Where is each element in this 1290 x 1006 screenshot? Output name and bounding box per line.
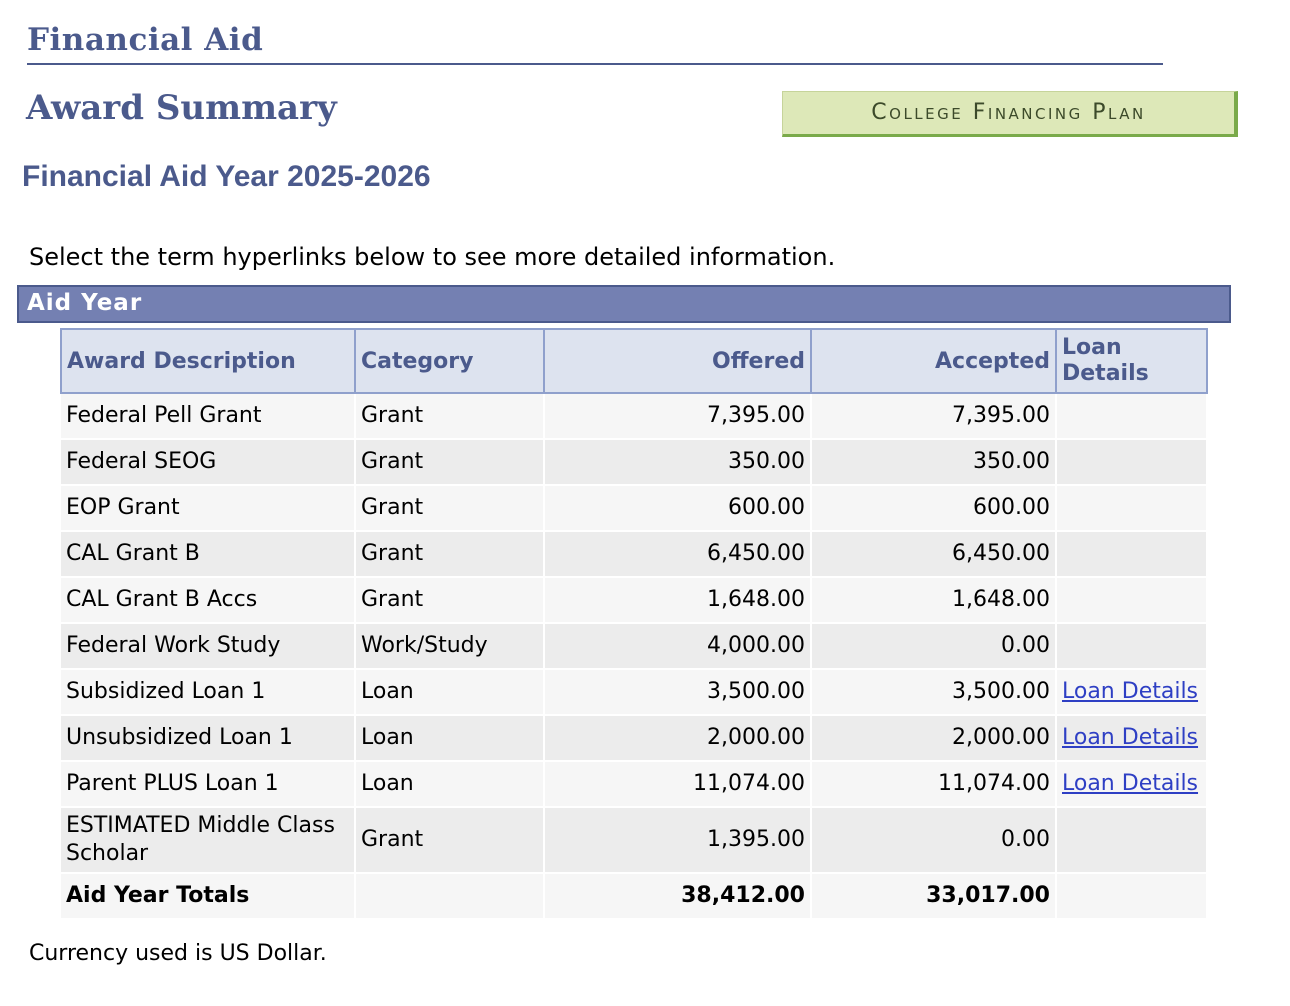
table-row: EOP Grant Grant 600.00 600.00 bbox=[61, 485, 1208, 532]
award-offered: 11,074.00 bbox=[544, 761, 812, 808]
award-category: Grant bbox=[355, 485, 545, 532]
loan-details-link-subsidized[interactable]: Loan Details bbox=[1062, 679, 1199, 704]
loan-details-link-unsubsidized[interactable]: Loan Details bbox=[1062, 725, 1199, 750]
award-description: Federal Pell Grant bbox=[61, 393, 356, 440]
award-category: Grant bbox=[355, 577, 545, 624]
totals-category-empty bbox=[355, 873, 545, 920]
loan-details-cell bbox=[1056, 439, 1208, 486]
award-description-line1: ESTIMATED Middle Class bbox=[66, 813, 335, 838]
award-description: Unsubsidized Loan 1 bbox=[61, 715, 356, 762]
award-summary-heading: Award Summary bbox=[26, 88, 337, 128]
totals-label: Aid Year Totals bbox=[61, 873, 356, 920]
award-accepted: 11,074.00 bbox=[811, 761, 1057, 808]
column-header-offered: Offered bbox=[543, 328, 812, 394]
award-accepted: 0.00 bbox=[811, 807, 1057, 874]
award-category: Loan bbox=[355, 669, 545, 716]
award-accepted: 1,648.00 bbox=[811, 577, 1057, 624]
loan-details-cell bbox=[1056, 577, 1208, 624]
table-row: Parent PLUS Loan 1 Loan 11,074.00 11,074… bbox=[61, 761, 1208, 808]
table-row: CAL Grant B Grant 6,450.00 6,450.00 bbox=[61, 531, 1208, 578]
award-offered: 7,395.00 bbox=[544, 393, 812, 440]
award-offered: 350.00 bbox=[544, 439, 812, 486]
award-accepted: 350.00 bbox=[811, 439, 1057, 486]
column-header-category: Category bbox=[354, 328, 545, 394]
column-header-award-description: Award Description bbox=[60, 328, 356, 394]
table-row: Federal Pell Grant Grant 7,395.00 7,395.… bbox=[61, 393, 1208, 440]
aid-year-group-header: Aid Year bbox=[17, 285, 1231, 323]
table-row: Federal SEOG Grant 350.00 350.00 bbox=[61, 439, 1208, 486]
column-header-accepted: Accepted bbox=[810, 328, 1057, 394]
award-description: Parent PLUS Loan 1 bbox=[61, 761, 356, 808]
loan-details-cell bbox=[1056, 623, 1208, 670]
award-accepted: 7,395.00 bbox=[811, 393, 1057, 440]
award-offered: 6,450.00 bbox=[544, 531, 812, 578]
award-accepted: 6,450.00 bbox=[811, 531, 1057, 578]
totals-accepted: 33,017.00 bbox=[811, 873, 1057, 920]
award-description-line2: Scholar bbox=[66, 841, 149, 866]
instructions-text: Select the term hyperlinks below to see … bbox=[29, 243, 836, 271]
table-row: Unsubsidized Loan 1 Loan 2,000.00 2,000.… bbox=[61, 715, 1208, 762]
loan-details-link-parent-plus[interactable]: Loan Details bbox=[1062, 771, 1199, 796]
award-offered: 4,000.00 bbox=[544, 623, 812, 670]
award-description: Federal Work Study bbox=[61, 623, 356, 670]
award-description: ESTIMATED Middle Class Scholar bbox=[61, 807, 356, 874]
award-table: Award Description Category Offered Accep… bbox=[60, 328, 1208, 920]
award-description: CAL Grant B Accs bbox=[61, 577, 356, 624]
college-financing-plan-button[interactable]: College Financing Plan bbox=[782, 91, 1238, 137]
loan-details-cell bbox=[1056, 393, 1208, 440]
column-header-loan-details: Loan Details bbox=[1055, 328, 1208, 394]
award-description: Subsidized Loan 1 bbox=[61, 669, 356, 716]
aid-year-heading: Financial Aid Year 2025-2026 bbox=[22, 160, 431, 193]
award-accepted: 600.00 bbox=[811, 485, 1057, 532]
loan-details-cell bbox=[1056, 485, 1208, 532]
loan-details-header-line2: Details bbox=[1062, 361, 1149, 386]
totals-offered: 38,412.00 bbox=[544, 873, 812, 920]
award-offered: 1,648.00 bbox=[544, 577, 812, 624]
award-offered: 1,395.00 bbox=[544, 807, 812, 874]
award-accepted: 2,000.00 bbox=[811, 715, 1057, 762]
award-category: Grant bbox=[355, 807, 545, 874]
award-category: Loan bbox=[355, 715, 545, 762]
loan-details-cell: Loan Details bbox=[1056, 761, 1208, 808]
totals-loan-empty bbox=[1056, 873, 1208, 920]
page-title: Financial Aid bbox=[27, 20, 1163, 65]
loan-details-header-line1: Loan bbox=[1062, 335, 1122, 360]
award-accepted: 3,500.00 bbox=[811, 669, 1057, 716]
award-category: Grant bbox=[355, 393, 545, 440]
award-category: Grant bbox=[355, 439, 545, 486]
award-category: Work/Study bbox=[355, 623, 545, 670]
award-category: Grant bbox=[355, 531, 545, 578]
award-accepted: 0.00 bbox=[811, 623, 1057, 670]
award-category: Loan bbox=[355, 761, 545, 808]
award-offered: 2,000.00 bbox=[544, 715, 812, 762]
currency-note: Currency used is US Dollar. bbox=[29, 941, 327, 966]
award-offered: 3,500.00 bbox=[544, 669, 812, 716]
award-offered: 600.00 bbox=[544, 485, 812, 532]
totals-row: Aid Year Totals 38,412.00 33,017.00 bbox=[61, 873, 1208, 920]
loan-details-cell: Loan Details bbox=[1056, 715, 1208, 762]
table-row: Subsidized Loan 1 Loan 3,500.00 3,500.00… bbox=[61, 669, 1208, 716]
table-row: Federal Work Study Work/Study 4,000.00 0… bbox=[61, 623, 1208, 670]
table-row: CAL Grant B Accs Grant 1,648.00 1,648.00 bbox=[61, 577, 1208, 624]
award-description: CAL Grant B bbox=[61, 531, 356, 578]
table-header-row: Award Description Category Offered Accep… bbox=[60, 328, 1208, 394]
award-description: EOP Grant bbox=[61, 485, 356, 532]
loan-details-cell bbox=[1056, 531, 1208, 578]
table-row: ESTIMATED Middle Class Scholar Grant 1,39… bbox=[61, 807, 1208, 874]
loan-details-cell: Loan Details bbox=[1056, 669, 1208, 716]
award-description: Federal SEOG bbox=[61, 439, 356, 486]
loan-details-cell bbox=[1056, 807, 1208, 874]
